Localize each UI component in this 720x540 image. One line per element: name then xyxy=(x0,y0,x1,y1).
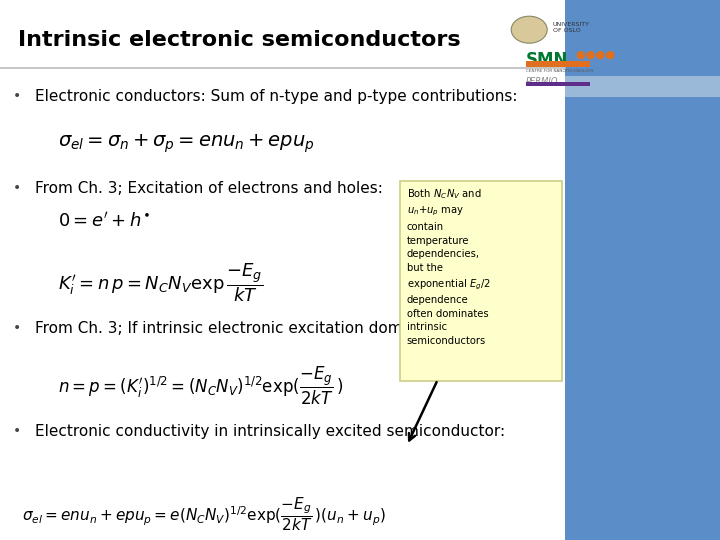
Text: Electronic conductivity in intrinsically excited semiconductor:: Electronic conductivity in intrinsically… xyxy=(35,424,505,439)
Bar xyxy=(565,76,720,97)
Text: •: • xyxy=(13,181,21,195)
Text: •: • xyxy=(13,89,21,103)
Bar xyxy=(526,82,590,86)
Text: ●●●●: ●●●● xyxy=(569,50,615,60)
Text: SMN: SMN xyxy=(526,51,568,69)
Text: From Ch. 3; Excitation of electrons and holes:: From Ch. 3; Excitation of electrons and … xyxy=(35,181,382,196)
Text: Electronic conductors: Sum of n-type and p-type contributions:: Electronic conductors: Sum of n-type and… xyxy=(35,89,517,104)
Bar xyxy=(526,61,590,67)
Bar xyxy=(565,0,720,540)
Bar xyxy=(634,0,720,540)
Text: Both $N_CN_V$ and
$u_n$+$u_p$ may
contain
temperature
dependencies,
but the
expo: Both $N_CN_V$ and $u_n$+$u_p$ may contai… xyxy=(407,187,490,346)
Circle shape xyxy=(511,16,547,43)
Bar xyxy=(0,0,565,540)
FancyBboxPatch shape xyxy=(400,181,562,381)
Text: From Ch. 3; If intrinsic electronic excitation dominates:: From Ch. 3; If intrinsic electronic exci… xyxy=(35,321,454,336)
Text: CENTRE FOR NANOTECHNOLOGY: CENTRE FOR NANOTECHNOLOGY xyxy=(526,69,593,72)
Text: Intrinsic electronic semiconductors: Intrinsic electronic semiconductors xyxy=(18,30,461,50)
Text: $\sigma_{el} = enu_n + epu_p = e(N_C N_V)^{1/2} \exp(\dfrac{-E_g}{2kT}\,)(u_n + : $\sigma_{el} = enu_n + epu_p = e(N_C N_V… xyxy=(22,496,385,534)
Text: UNIVERSITY
OF OSLO: UNIVERSITY OF OSLO xyxy=(553,22,590,33)
Text: •: • xyxy=(13,424,21,438)
Text: PERMIO: PERMIO xyxy=(526,77,558,86)
Text: $n = p = (K_i^{\prime})^{1/2} = (N_C N_V)^{1/2} \exp(\dfrac{-E_g}{2kT}\,)$: $n = p = (K_i^{\prime})^{1/2} = (N_C N_V… xyxy=(58,364,343,407)
Text: $0 = e^{\prime} + h^{\bullet}$: $0 = e^{\prime} + h^{\bullet}$ xyxy=(58,212,150,231)
Text: •: • xyxy=(13,321,21,335)
Text: $\sigma_{el} = \sigma_n + \sigma_p = enu_n + epu_p$: $\sigma_{el} = \sigma_n + \sigma_p = enu… xyxy=(58,132,314,155)
Text: $K_i^{\prime} = n\,p = N_C N_V \exp\dfrac{-E_g}{kT}$: $K_i^{\prime} = n\,p = N_C N_V \exp\dfra… xyxy=(58,262,263,305)
